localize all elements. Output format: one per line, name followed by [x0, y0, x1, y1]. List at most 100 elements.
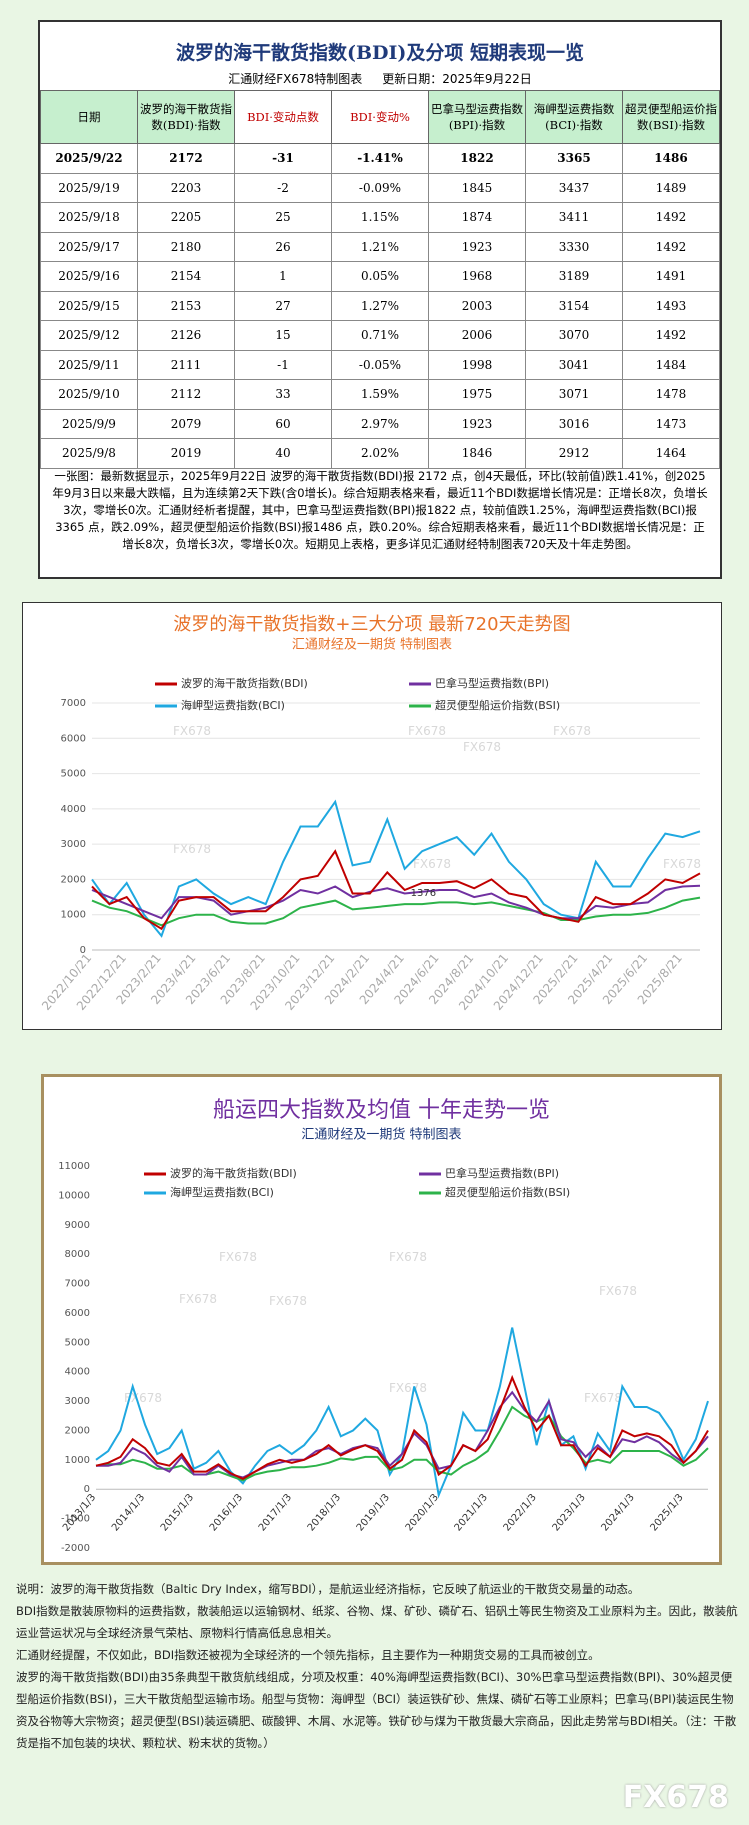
- x-tick-label: 2021/1/3: [453, 1492, 490, 1533]
- watermark: FX678: [389, 1250, 427, 1264]
- table-cell: 1845: [428, 172, 526, 203]
- y-tick-label: 1000: [65, 1455, 90, 1466]
- table-cell: 1478: [622, 379, 720, 410]
- table-row: 2025/9/16 2154 1 0.05% 1968 3189 1491: [40, 261, 720, 292]
- watermark: FX678: [553, 724, 591, 738]
- table-cell: 60: [234, 408, 332, 439]
- x-tick-label: 2017/1/3: [257, 1492, 294, 1533]
- table-cell: 3365: [525, 143, 623, 174]
- table-cell: 2019: [137, 438, 235, 469]
- y-tick-label: 7000: [65, 1279, 90, 1290]
- table-cell: 1473: [622, 408, 720, 439]
- table-cell: 1822: [428, 143, 526, 174]
- watermark: FX678: [584, 1391, 622, 1405]
- y-tick-label: 5000: [61, 769, 86, 780]
- table-cell: 2025/9/11: [40, 349, 138, 380]
- table-cell: 3411: [525, 202, 623, 233]
- watermark: FX678: [599, 1284, 637, 1298]
- watermark: FX678: [413, 857, 451, 871]
- chart-title: 波罗的海干散货指数+三大分项 最新720天走势图: [173, 614, 570, 635]
- page-title: 波罗的海干散货指数(BDI)及分项 短期表现一览: [175, 42, 585, 64]
- table-cell: 26: [234, 231, 332, 262]
- updated-date: 更新日期：2025年9月22日: [382, 72, 532, 86]
- table-cell: 1489: [622, 172, 720, 203]
- table-cell: 2025/9/15: [40, 290, 138, 321]
- column-header: 波罗的海干散货指数(BDI)·指数: [137, 90, 235, 144]
- table-cell: -0.05%: [331, 349, 429, 380]
- y-tick-label: 4000: [65, 1367, 90, 1378]
- series-line: [91, 896, 701, 927]
- table-cell: 1493: [622, 290, 720, 321]
- table-cell: 2025/9/10: [40, 379, 138, 410]
- annotation: 1376: [411, 888, 436, 899]
- legend-label: 海岬型运费指数(BCI): [181, 698, 285, 712]
- note: BDI指数是散装原物料的运费指数，散装船运以运输钢材、纸浆、谷物、煤、矿砂、磷矿…: [16, 1604, 738, 1640]
- table-cell: 1968: [428, 261, 526, 292]
- watermark: FX678: [219, 1250, 257, 1264]
- column-header: 巴拿马型运费指数(BPI)·指数: [428, 90, 526, 144]
- table-cell: 1491: [622, 261, 720, 292]
- y-tick-label: 4000: [61, 804, 86, 815]
- table-cell: 2.97%: [331, 408, 429, 439]
- series-line: [96, 1390, 709, 1479]
- logo: FX678: [622, 1780, 729, 1815]
- notes: 说明：波罗的海干散货指数（Baltic Dry Index，缩写BDI），是航运…: [16, 1578, 739, 1754]
- x-tick-label: 2014/1/3: [110, 1492, 147, 1533]
- table-cell: 2912: [525, 438, 623, 469]
- watermark: FX678: [663, 857, 701, 871]
- table-cell: -0.09%: [331, 172, 429, 203]
- y-tick-label: 8000: [65, 1249, 90, 1260]
- table-cell: 1998: [428, 349, 526, 380]
- chart-panel: FX678 FX678 FX678 FX678 FX678 FX678 FX678 FX678…: [41, 1074, 722, 1565]
- table-cell: 2154: [137, 261, 235, 292]
- legend-label: 超灵便型船运价指数(BSI): [435, 698, 560, 712]
- table-cell: 2079: [137, 408, 235, 439]
- legend-label: 巴拿马型运费指数(BPI): [445, 1166, 559, 1180]
- table-cell: 40: [234, 438, 332, 469]
- x-tick-label: 2025/1/3: [649, 1492, 686, 1533]
- chart-subtitle: 汇通财经及一期货 特制图表: [301, 1127, 461, 1143]
- table-cell: 2025/9/22: [40, 143, 138, 174]
- table-cell: 0.71%: [331, 320, 429, 351]
- table-cell: 3154: [525, 290, 623, 321]
- table-cell: 2025/9/18: [40, 202, 138, 233]
- table-cell: 1492: [622, 231, 720, 262]
- y-tick-label: 2000: [61, 874, 86, 885]
- chart-title: 船运四大指数及均值 十年走势一览: [213, 1098, 550, 1123]
- table-cell: 1975: [428, 379, 526, 410]
- table-cell: 2025/9/12: [40, 320, 138, 351]
- table-cell: 2025/9/9: [40, 408, 138, 439]
- table-row: 2025/9/15 2153 27 1.27% 2003 3154 1493: [40, 290, 720, 321]
- chart: FX678 FX678 FX678 FX678 FX678 FX678 FX678 波罗的海干…: [39, 614, 701, 1013]
- y-tick-label: 6000: [61, 733, 86, 744]
- table-row: 2025/9/11 2111 -1 -0.05% 1998 3041 1484: [40, 349, 720, 380]
- x-tick-label: 2023/1/3: [551, 1492, 588, 1533]
- table-cell: 1.27%: [331, 290, 429, 321]
- table-cell: -1.41%: [331, 143, 429, 174]
- chart-panel: FX678 FX678 FX678 FX678 FX678 FX678 FX678 波罗的海干…: [22, 602, 722, 1030]
- table-row: 2025/9/19 2203 -2 -0.09% 1845 3437 1489: [40, 172, 720, 203]
- legend-label: 波罗的海干散货指数(BDI): [170, 1166, 297, 1180]
- table-cell: 1: [234, 261, 332, 292]
- table-row: 2025/9/17 2180 26 1.21% 1923 3330 1492: [40, 231, 720, 262]
- chart-subtitle: 汇通财经及一期货 特制图表: [292, 637, 452, 653]
- table-cell: 3070: [525, 320, 623, 351]
- table-cell: 1.59%: [331, 379, 429, 410]
- header-panel: 波罗的海干散货指数(BDI)及分项 短期表现一览 汇通财经FX678特制图表 更新…: [38, 20, 722, 579]
- table-cell: 1923: [428, 408, 526, 439]
- legend-label: 超灵便型船运价指数(BSI): [445, 1185, 570, 1199]
- table-row: 2025/9/10 2112 33 1.59% 1975 3071 1478: [40, 379, 720, 410]
- legend-label: 海岬型运费指数(BCI): [170, 1185, 274, 1199]
- y-tick-label: 0: [84, 1484, 90, 1495]
- series-line: [95, 1374, 709, 1481]
- note: 汇通财经提醒，不仅如此，BDI指数还被视为全球经济的一个领先指标，且主要作为一种…: [16, 1648, 600, 1662]
- column-header: BDI·变动点数: [234, 90, 332, 144]
- table-cell: 3016: [525, 408, 623, 439]
- table-cell: 2006: [428, 320, 526, 351]
- y-tick-label: 7000: [61, 698, 86, 709]
- table-cell: 1486: [622, 143, 720, 174]
- series-line: [91, 849, 701, 931]
- table-cell: 2205: [137, 202, 235, 233]
- table-cell: 25: [234, 202, 332, 233]
